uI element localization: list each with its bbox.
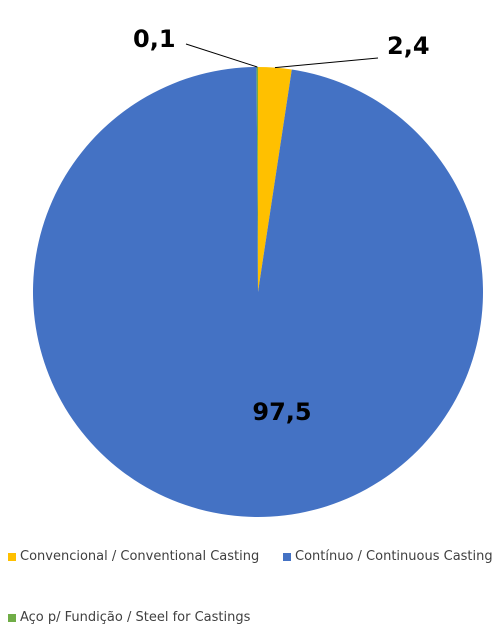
legend-swatch-conventional (8, 552, 16, 561)
legend-label-conventional: Convencional / Conventional Casting (20, 549, 260, 564)
leader-line-conventional (274, 57, 379, 69)
slice-steel-for-castings (256, 67, 258, 292)
leader-line-steel-for-castings (185, 43, 258, 68)
legend-swatch-continuous (283, 552, 291, 561)
legend-swatch-steel-for-castings (8, 613, 16, 622)
legend-label-steel-for-castings: Aço p/ Fundição / Steel for Castings (20, 610, 251, 625)
data-label-steel-for-castings: 0,1 (133, 25, 176, 53)
legend-label-continuous: Contínuo / Continuous Casting (295, 549, 493, 564)
data-label-conventional: 2,4 (387, 32, 430, 60)
legend-item-conventional: Convencional / Conventional Casting (8, 549, 259, 564)
slice-conventional (258, 67, 292, 292)
legend-item-continuous: Contínuo / Continuous Casting (283, 549, 493, 564)
slice-continuous (32, 67, 483, 517)
data-label-continuous: 97,5 (252, 398, 311, 426)
legend-item-steel-for-castings: Aço p/ Fundição / Steel for Castings (8, 610, 250, 625)
